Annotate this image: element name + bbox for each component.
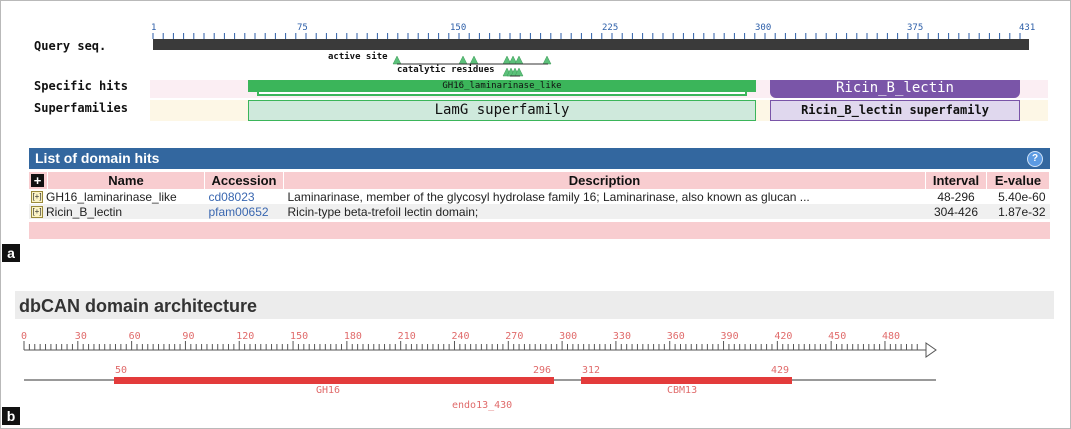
dbcan-domain-gh16[interactable] xyxy=(114,377,554,384)
dbcan-ruler-tick-label: 420 xyxy=(774,331,793,342)
specific-hit-ricin-label: Ricin_B_lectin xyxy=(835,80,954,96)
dbcan-ruler-tick-label: 120 xyxy=(236,331,255,342)
col-interval-header[interactable]: Interval xyxy=(925,172,987,189)
ruler-tick: 431 xyxy=(1019,23,1036,33)
hit-name: GH16_laminarinase_like xyxy=(46,189,177,204)
site-marker-icon xyxy=(469,55,479,65)
domain-hits-title: List of domain hits xyxy=(35,150,160,166)
superfamilies-label: Superfamilies xyxy=(34,101,128,115)
site-marker-icon xyxy=(458,55,468,65)
dbcan-architecture-svg xyxy=(23,341,937,384)
dbcan-ruler-tick-label: 30 xyxy=(74,331,87,342)
expand-all-button[interactable]: + xyxy=(31,174,44,187)
dbcan-title: dbCAN domain architecture xyxy=(19,296,258,316)
dbcan-domain-cbm13[interactable] xyxy=(581,377,792,384)
hit-name: Ricin_B_lectin xyxy=(46,204,123,219)
ruler-tick: 375 xyxy=(907,23,924,33)
hit-description: Laminarinase, member of the glycosyl hyd… xyxy=(287,189,810,204)
table-row[interactable]: [+] GH16_laminarinase_like cd08023 Lamina… xyxy=(29,189,1050,204)
dbcan-ruler-tick-label: 150 xyxy=(290,331,309,342)
help-icon[interactable]: ? xyxy=(1027,151,1043,167)
superfamily-ricin-label: Ricin_B_lectin superfamily xyxy=(801,103,989,117)
panel-b-badge: b xyxy=(2,407,20,425)
domain-cbm13-start: 312 xyxy=(582,365,601,376)
protein-name: endo13_430 xyxy=(452,400,513,411)
col-name-header[interactable]: Name xyxy=(47,172,205,189)
specific-hit-gh16-bracket xyxy=(257,92,747,96)
dbcan-ruler-arrow-icon xyxy=(925,342,937,358)
dbcan-ruler-tick-label: 330 xyxy=(612,331,631,342)
panel-a-badge: a xyxy=(2,244,20,262)
catalytic-residues-label: catalytic residues xyxy=(397,65,495,75)
table-header-row: + Name Accession Description Interval E-… xyxy=(29,172,1050,189)
specific-hits-label: Specific hits xyxy=(34,79,128,93)
superfamily-ricin[interactable]: Ricin_B_lectin superfamily xyxy=(770,100,1020,121)
hit-evalue: 1.87e-32 xyxy=(998,204,1046,219)
dbcan-ruler-tick-label: 390 xyxy=(720,331,739,342)
col-accession-header[interactable]: Accession xyxy=(204,172,284,189)
specific-hit-gh16[interactable]: GH16_laminarinase_like xyxy=(248,80,756,92)
col-evalue-header[interactable]: E-value xyxy=(986,172,1050,189)
domain-cbm13-end: 429 xyxy=(771,365,790,376)
row-expand-button[interactable]: [+] xyxy=(31,191,43,204)
hit-description: Ricin-type beta-trefoil lectin domain; xyxy=(287,204,479,219)
dbcan-ruler-tick-label: 90 xyxy=(182,331,195,342)
active-site-label: active site xyxy=(328,52,388,62)
dbcan-ruler-tick-label: 210 xyxy=(397,331,416,342)
dbcan-ruler-tick-label: 480 xyxy=(881,331,901,342)
ruler-tick: 75 xyxy=(297,23,308,33)
dbcan-ruler-tick-label: 300 xyxy=(559,331,578,342)
ruler-tick: 225 xyxy=(602,23,619,33)
hit-interval: 48-296 xyxy=(937,189,975,204)
ruler-tick: 1 xyxy=(151,23,157,33)
hit-interval: 304-426 xyxy=(933,204,979,219)
site-marker-icon xyxy=(514,55,524,65)
expand-all-cell: + xyxy=(29,172,48,189)
row-expand-button[interactable]: [+] xyxy=(31,206,43,219)
superfamily-lamg[interactable]: LamG superfamily xyxy=(248,100,756,121)
accession-link[interactable]: pfam00652 xyxy=(208,204,269,219)
ruler-tick: 150 xyxy=(450,23,467,33)
query-sequence-bar xyxy=(153,39,1029,50)
accession-link[interactable]: cd08023 xyxy=(208,189,255,204)
domain-cbm13-name: CBM13 xyxy=(667,385,698,396)
col-description-header[interactable]: Description xyxy=(283,172,926,189)
domain-hits-table: + Name Accession Description Interval E-… xyxy=(29,172,1050,219)
specific-hit-gh16-label: GH16_laminarinase_like xyxy=(442,81,562,91)
specific-hit-ricin[interactable]: Ricin_B_lectin xyxy=(770,80,1020,98)
domain-gh16-start: 50 xyxy=(115,365,128,376)
ruler-tick: 300 xyxy=(755,23,772,33)
table-footer xyxy=(29,222,1050,239)
table-row[interactable]: [+] Ricin_B_lectin pfam00652 Ricin-type b… xyxy=(29,204,1050,219)
dbcan-ruler-tick-label: 180 xyxy=(343,331,362,342)
hit-evalue: 5.40e-60 xyxy=(998,189,1046,204)
query-sequence-track xyxy=(152,33,1029,77)
domain-gh16-name: GH16 xyxy=(316,385,341,396)
dbcan-ruler-tick-label: 450 xyxy=(828,331,847,342)
dbcan-header-bar xyxy=(15,291,1054,319)
query-seq-label: Query seq. xyxy=(34,39,107,53)
dbcan-ruler-tick-label: 0 xyxy=(21,331,28,342)
domain-gh16-end: 296 xyxy=(533,365,552,376)
site-marker-icon xyxy=(392,55,402,65)
dbcan-ruler-tick-label: 360 xyxy=(666,331,685,342)
dbcan-ruler-tick-label: 240 xyxy=(451,331,470,342)
dbcan-ruler-tick-label: 60 xyxy=(128,331,141,342)
domain-hits-panel-header: List of domain hits ? xyxy=(29,148,1050,169)
dbcan-ruler-tick-label: 270 xyxy=(505,331,524,342)
site-marker-icon xyxy=(542,55,552,65)
superfamily-lamg-label: LamG superfamily xyxy=(434,102,570,118)
